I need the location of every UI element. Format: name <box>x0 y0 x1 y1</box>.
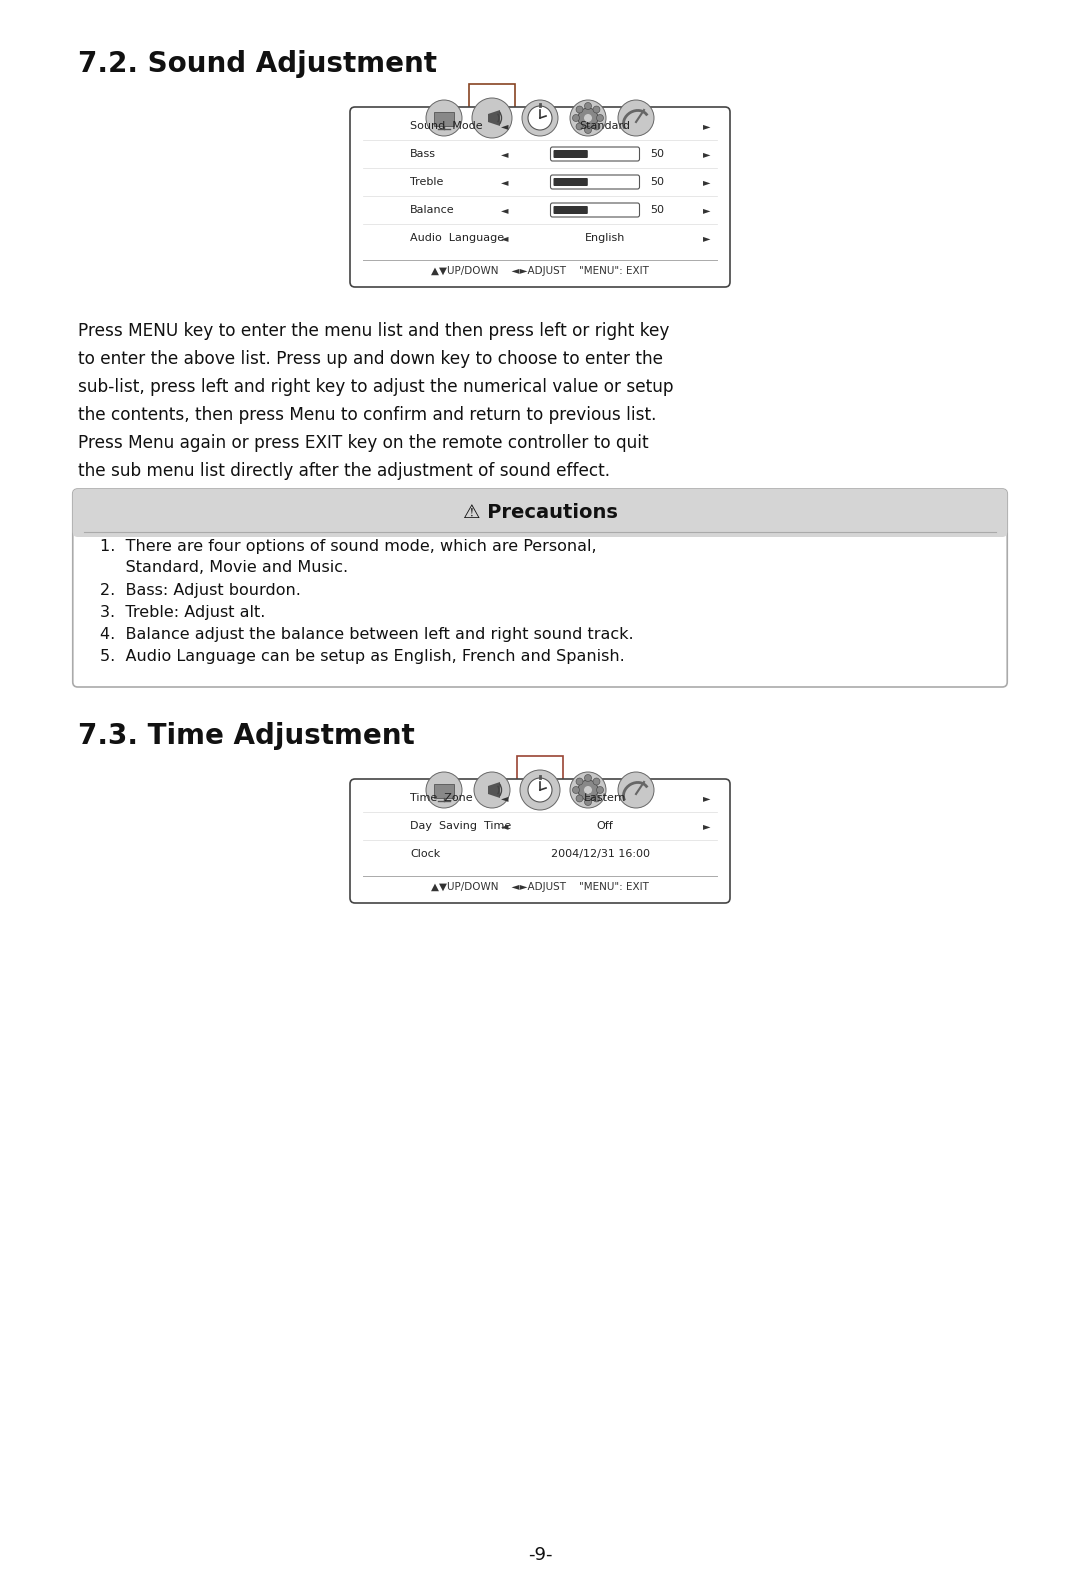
Circle shape <box>584 114 592 122</box>
Text: 4.  Balance adjust the balance between left and right sound track.: 4. Balance adjust the balance between le… <box>99 627 633 641</box>
Text: ►: ► <box>703 149 711 159</box>
Circle shape <box>584 786 592 794</box>
Text: 5.  Audio Language can be setup as English, French and Spanish.: 5. Audio Language can be setup as Englis… <box>99 649 624 663</box>
Circle shape <box>426 100 462 136</box>
FancyBboxPatch shape <box>72 489 1008 687</box>
Text: ▲▼UP/DOWN    ◄►ADJUST    "MENU": EXIT: ▲▼UP/DOWN ◄►ADJUST "MENU": EXIT <box>431 882 649 892</box>
Circle shape <box>572 787 580 794</box>
FancyBboxPatch shape <box>72 489 1008 536</box>
Text: ⚠ Precautions: ⚠ Precautions <box>462 503 618 522</box>
Text: Standard: Standard <box>580 121 631 132</box>
Text: Balance: Balance <box>410 205 455 214</box>
Text: ►: ► <box>703 794 711 803</box>
Text: 50: 50 <box>650 205 664 214</box>
Circle shape <box>584 127 592 133</box>
Text: Press MENU key to enter the menu list and then press left or right key
to enter : Press MENU key to enter the menu list an… <box>78 322 673 481</box>
Circle shape <box>528 106 552 130</box>
FancyBboxPatch shape <box>551 175 639 189</box>
Text: ►: ► <box>703 121 711 132</box>
Circle shape <box>519 770 561 809</box>
Text: 7.2. Sound Adjustment: 7.2. Sound Adjustment <box>78 51 436 78</box>
Circle shape <box>528 778 552 801</box>
Polygon shape <box>488 782 500 798</box>
Text: ◄: ◄ <box>501 205 509 214</box>
Circle shape <box>576 795 583 801</box>
FancyBboxPatch shape <box>551 148 639 160</box>
Text: ◄: ◄ <box>501 233 509 243</box>
Text: -9-: -9- <box>528 1546 552 1565</box>
Text: 2.  Bass: Adjust bourdon.: 2. Bass: Adjust bourdon. <box>99 582 300 597</box>
Text: Clock: Clock <box>410 849 441 859</box>
FancyBboxPatch shape <box>554 151 588 159</box>
Circle shape <box>472 98 512 138</box>
Text: ◄: ◄ <box>501 794 509 803</box>
Text: Treble: Treble <box>410 178 444 187</box>
Text: ►: ► <box>703 820 711 832</box>
Text: 50: 50 <box>650 178 664 187</box>
Text: 1.  There are four options of sound mode, which are Personal,: 1. There are four options of sound mode,… <box>99 538 596 554</box>
Circle shape <box>596 114 604 122</box>
Circle shape <box>578 108 598 129</box>
Polygon shape <box>488 110 500 125</box>
FancyBboxPatch shape <box>517 755 563 816</box>
Circle shape <box>584 103 592 110</box>
Circle shape <box>618 771 654 808</box>
FancyBboxPatch shape <box>350 779 730 903</box>
Text: ◄: ◄ <box>501 121 509 132</box>
Text: ◄: ◄ <box>501 178 509 187</box>
Text: ►: ► <box>703 205 711 214</box>
Text: 50: 50 <box>650 149 664 159</box>
Circle shape <box>584 798 592 806</box>
Text: Standard, Movie and Music.: Standard, Movie and Music. <box>99 560 348 576</box>
Text: 3.  Treble: Adjust alt.: 3. Treble: Adjust alt. <box>99 605 265 619</box>
Circle shape <box>572 114 580 122</box>
Bar <box>434 113 454 125</box>
Text: ►: ► <box>703 178 711 187</box>
Circle shape <box>578 779 598 800</box>
FancyBboxPatch shape <box>350 106 730 287</box>
Text: Eastern: Eastern <box>584 794 626 803</box>
Text: 7.3. Time Adjustment: 7.3. Time Adjustment <box>78 722 415 751</box>
Text: ◄: ◄ <box>501 149 509 159</box>
Circle shape <box>593 122 600 130</box>
FancyBboxPatch shape <box>551 203 639 217</box>
Circle shape <box>576 778 583 786</box>
Text: ◄: ◄ <box>501 820 509 832</box>
Circle shape <box>618 100 654 136</box>
Circle shape <box>570 771 606 808</box>
Circle shape <box>593 106 600 113</box>
Circle shape <box>474 771 510 808</box>
Circle shape <box>593 778 600 786</box>
Text: Audio  Language: Audio Language <box>410 233 504 243</box>
Circle shape <box>576 106 583 113</box>
Text: ►: ► <box>703 233 711 243</box>
Text: Sound  Mode: Sound Mode <box>410 121 483 132</box>
Circle shape <box>426 771 462 808</box>
FancyBboxPatch shape <box>469 84 515 144</box>
Text: Day  Saving  Time: Day Saving Time <box>410 820 511 832</box>
Circle shape <box>596 787 604 794</box>
Circle shape <box>570 100 606 136</box>
FancyBboxPatch shape <box>554 178 588 186</box>
Text: ▲▼UP/DOWN    ◄►ADJUST    "MENU": EXIT: ▲▼UP/DOWN ◄►ADJUST "MENU": EXIT <box>431 267 649 276</box>
Text: Time  Zone: Time Zone <box>410 794 473 803</box>
Text: Off: Off <box>596 820 613 832</box>
FancyBboxPatch shape <box>554 206 588 214</box>
Circle shape <box>593 795 600 801</box>
Bar <box>434 784 454 798</box>
Text: Bass: Bass <box>410 149 436 159</box>
Text: English: English <box>584 233 625 243</box>
Circle shape <box>576 122 583 130</box>
Text: 2004/12/31 16:00: 2004/12/31 16:00 <box>551 849 650 859</box>
Circle shape <box>522 100 558 136</box>
Circle shape <box>584 774 592 781</box>
